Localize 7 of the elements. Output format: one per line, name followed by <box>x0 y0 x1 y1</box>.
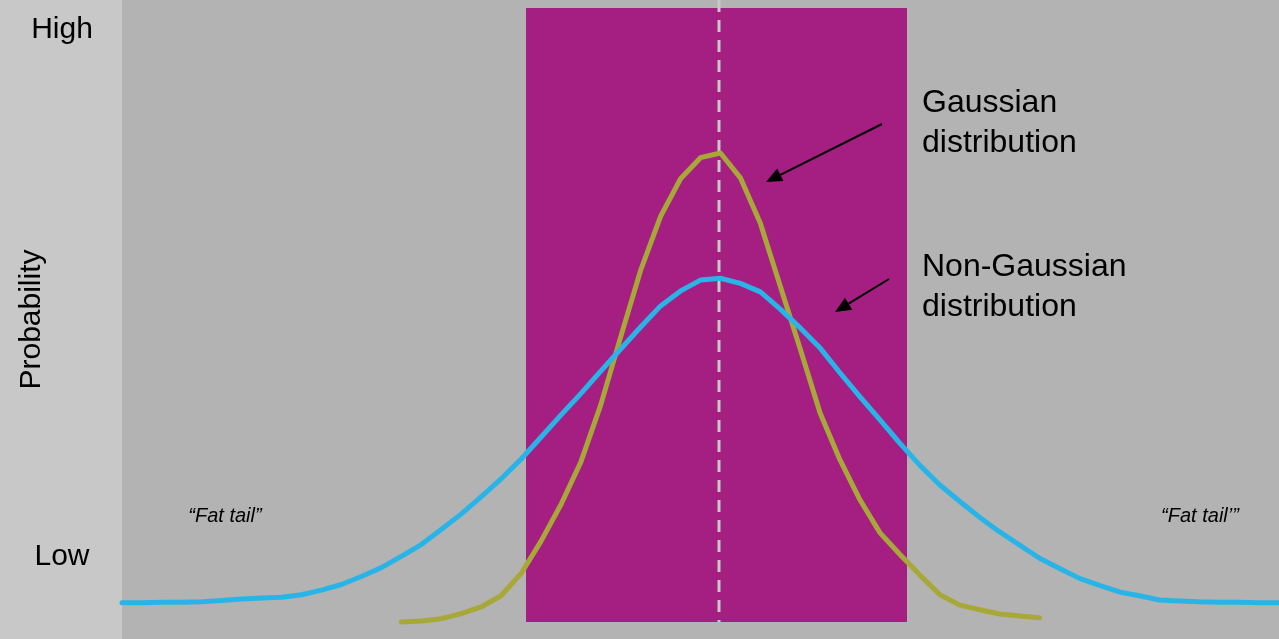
text: Low <box>34 538 90 571</box>
text: High <box>31 11 93 44</box>
text: Non-Gaussian distribution <box>922 247 1127 323</box>
annotation: “Fat tail” <box>188 504 264 526</box>
annotation: “Fat tail’” <box>1161 504 1241 526</box>
y-axis-title: Probability <box>13 249 46 390</box>
text: Gaussian distribution <box>922 83 1077 159</box>
